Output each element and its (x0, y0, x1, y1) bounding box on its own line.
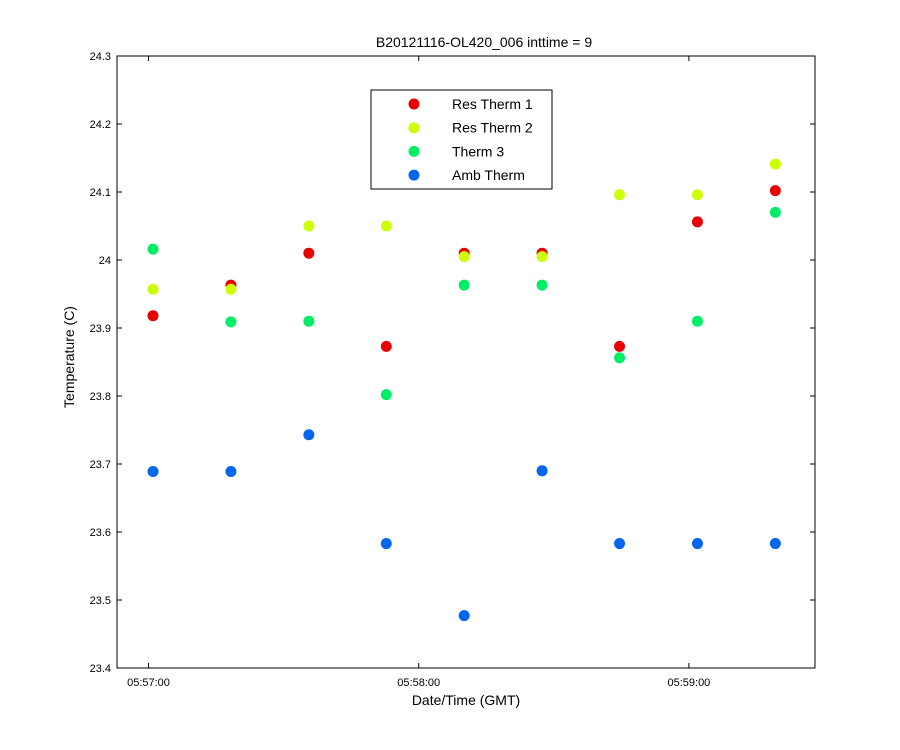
data-point (769, 158, 781, 170)
legend-item: Amb Therm (408, 167, 525, 183)
series-res-therm-2 (147, 158, 781, 295)
x-tick-label: 05:58:00 (397, 677, 440, 689)
data-point (458, 279, 470, 291)
y-tick-label: 24.2 (90, 119, 111, 131)
data-point (614, 189, 626, 201)
data-point (614, 340, 626, 352)
x-tick-label: 05:57:00 (127, 677, 170, 689)
data-point (769, 206, 781, 218)
legend-box (370, 89, 553, 190)
series-therm-3 (147, 206, 781, 401)
legend-label: Res Therm 2 (452, 120, 533, 136)
legend-label: Res Therm 1 (452, 96, 533, 112)
y-tick-label: 23.8 (90, 391, 111, 403)
y-tick-label: 23.6 (90, 527, 111, 539)
y-tick-label: 24 (99, 255, 111, 267)
data-point (614, 352, 626, 364)
data-point (691, 538, 703, 550)
data-point (691, 315, 703, 327)
data-point (536, 465, 548, 477)
chart-title: B20121116-OL420_006 inttime = 9 (376, 34, 592, 50)
data-point (380, 538, 392, 550)
legend-item: Therm 3 (408, 143, 504, 159)
data-point (380, 389, 392, 401)
data-point (225, 316, 237, 328)
data-point (225, 465, 237, 477)
data-point (691, 189, 703, 201)
legend-label: Therm 3 (452, 143, 504, 159)
y-tick-label: 23.7 (90, 459, 111, 471)
series-amb-therm (147, 429, 781, 622)
legend-label: Amb Therm (452, 167, 525, 183)
legend: Res Therm 1 Res Therm 2 Therm 3 Amb Therm (370, 89, 553, 190)
data-point (614, 538, 626, 550)
y-tick-label: 23.5 (90, 595, 111, 607)
legend-marker (408, 145, 420, 157)
data-point (380, 220, 392, 232)
data-point (691, 216, 703, 228)
x-axis-label: Date/Time (GMT) (412, 692, 520, 708)
data-point (458, 610, 470, 622)
data-point (225, 283, 237, 295)
data-points (147, 158, 781, 622)
data-point (303, 247, 315, 259)
data-point (303, 429, 315, 441)
data-point (303, 315, 315, 327)
y-axis: 23.4 23.5 23.6 23.7 23.8 23.9 24 24.1 24.2 24.3 (90, 51, 815, 675)
data-point (536, 279, 548, 291)
data-point (303, 220, 315, 232)
data-point (769, 185, 781, 197)
legend-marker (408, 169, 420, 181)
legend-item: Res Therm 1 (408, 96, 533, 112)
data-point (147, 465, 159, 477)
y-tick-label: 24.3 (90, 51, 111, 63)
data-point (380, 340, 392, 352)
data-point (536, 251, 548, 263)
data-point (147, 310, 159, 322)
legend-item: Res Therm 2 (408, 120, 533, 136)
legend-marker (408, 122, 420, 134)
legend-marker (408, 98, 420, 110)
y-tick-label: 23.4 (90, 663, 111, 675)
y-tick-label: 23.9 (90, 323, 111, 335)
y-axis-label: Temperature (C) (61, 306, 77, 408)
data-point (147, 243, 159, 255)
data-point (147, 283, 159, 295)
data-point (769, 538, 781, 550)
x-tick-label: 05:59:00 (667, 677, 710, 689)
x-axis: 05:57:00 05:58:00 05:59:00 (127, 56, 710, 689)
y-tick-label: 24.1 (90, 187, 111, 199)
data-point (458, 251, 470, 263)
